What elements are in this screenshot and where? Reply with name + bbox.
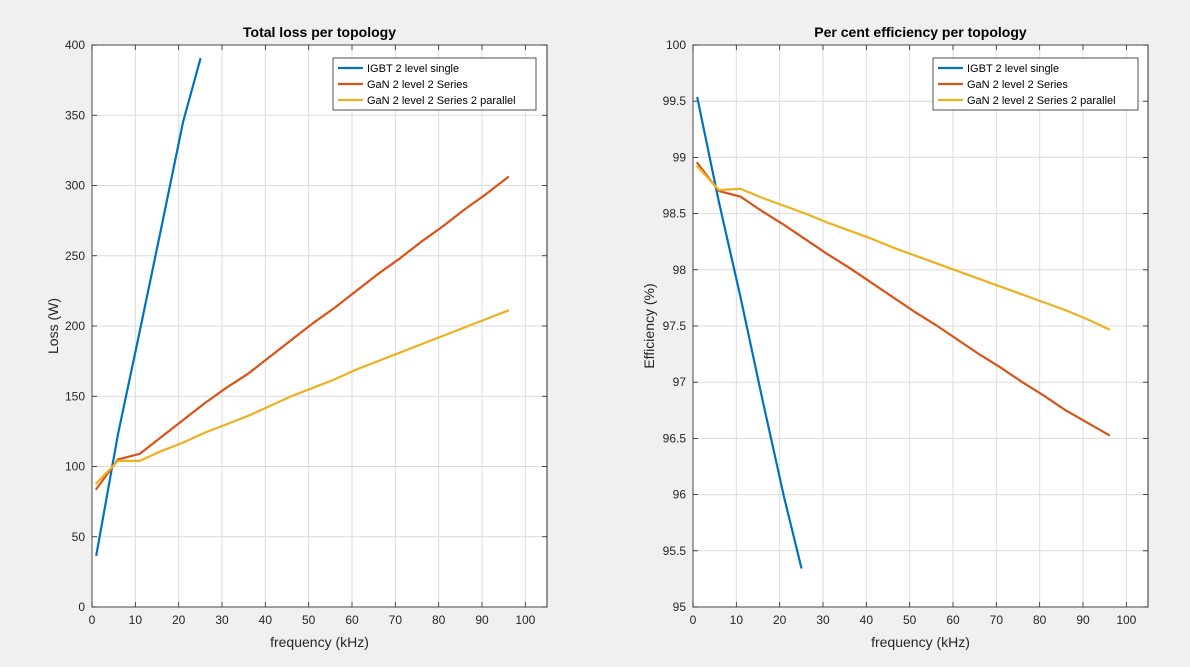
x-tick-label: 40	[860, 613, 874, 627]
y-tick-label: 96.5	[663, 431, 687, 445]
series-line-2	[696, 165, 1111, 331]
loss-plot: 0 10 20 30 40 50 60 70 80 90 100 0 50 100 150 200 250 300…	[45, 24, 548, 650]
legend-entry: GaN 2 level 2 Series	[367, 79, 468, 91]
x-axis-label: frequency (kHz)	[871, 634, 970, 650]
y-tick-label: 0	[78, 600, 85, 614]
legend-entry: IGBT 2 level single	[967, 63, 1059, 75]
y-axis-label: Loss (W)	[45, 298, 61, 354]
x-tick-label: 20	[773, 613, 787, 627]
y-tick-label: 95	[673, 600, 687, 614]
series-line-2	[95, 309, 510, 485]
x-tick-label: 100	[1116, 613, 1136, 627]
series-line-1	[95, 175, 510, 491]
y-tick-label: 50	[72, 530, 86, 544]
y-tick-label: 100	[65, 460, 85, 474]
x-tick-label: 0	[89, 613, 96, 627]
x-tick-label: 0	[690, 613, 697, 627]
x-tick-label: 50	[903, 613, 917, 627]
y-tick-label: 97	[673, 375, 687, 389]
series-line-0	[95, 57, 202, 557]
x-tick-label: 90	[475, 613, 489, 627]
x-tick-label: 80	[432, 613, 446, 627]
legend-entry: GaN 2 level 2 Series 2 parallel	[367, 95, 516, 107]
x-tick-label: 60	[345, 613, 359, 627]
legend-entry: IGBT 2 level single	[367, 63, 459, 75]
legend-box	[932, 57, 1139, 111]
x-tick-label: 70	[389, 613, 403, 627]
y-tick-label: 96	[673, 488, 687, 502]
series-line-1	[696, 161, 1111, 437]
y-tick-label: 97.5	[663, 319, 687, 333]
chart-title: Total loss per topology	[243, 24, 396, 40]
x-tick-label: 90	[1076, 613, 1090, 627]
legend-entry: GaN 2 level 2 Series	[967, 79, 1068, 91]
x-tick-label: 80	[1033, 613, 1047, 627]
x-tick-label: 30	[215, 613, 229, 627]
y-tick-label: 99.5	[663, 94, 687, 108]
x-tick-label: 30	[816, 613, 830, 627]
chart-title: Per cent efficiency per topology	[814, 24, 1027, 40]
x-tick-label: 10	[129, 613, 143, 627]
y-tick-label: 150	[65, 389, 85, 403]
y-axis-label: Efficiency (%)	[641, 283, 657, 368]
legend-entry: GaN 2 level 2 Series 2 parallel	[967, 95, 1116, 107]
y-tick-label: 99	[673, 150, 687, 164]
x-tick-label: 50	[302, 613, 316, 627]
x-tick-label: 10	[730, 613, 744, 627]
y-tick-label: 400	[65, 38, 85, 52]
y-tick-label: 98.5	[663, 207, 687, 221]
efficiency-plot: 0 10 20 30 40 50 60 70 80 90 100 95 95.5 96 96.5 97 97.5…	[641, 24, 1149, 650]
y-tick-label: 100	[666, 38, 686, 52]
x-tick-label: 20	[172, 613, 186, 627]
y-tick-label: 350	[65, 108, 85, 122]
x-tick-label: 70	[990, 613, 1004, 627]
x-tick-label: 40	[259, 613, 273, 627]
y-tick-label: 95.5	[663, 544, 687, 558]
x-tick-label: 60	[946, 613, 960, 627]
y-tick-label: 250	[65, 249, 85, 263]
y-tick-label: 98	[673, 263, 687, 277]
legend-box	[332, 57, 537, 111]
y-tick-label: 200	[65, 319, 85, 333]
x-axis-label: frequency (kHz)	[270, 634, 369, 650]
y-tick-label: 300	[65, 179, 85, 193]
x-tick-label: 100	[515, 613, 535, 627]
